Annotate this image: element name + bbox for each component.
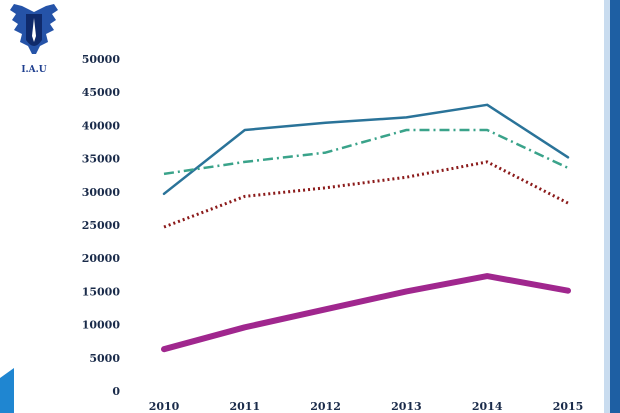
y-tick-label: 45000	[82, 86, 121, 99]
right-stripe	[610, 0, 620, 413]
left-accent	[0, 368, 14, 413]
logo-text: I.A.U	[21, 65, 46, 75]
series-line-thick-purple	[161, 273, 571, 353]
right-stripe-shadow	[604, 0, 610, 413]
y-tick-label: 15000	[82, 285, 121, 298]
y-tick-label: 30000	[82, 186, 121, 199]
x-tick-label: 2010	[149, 400, 180, 413]
series-layer	[161, 103, 571, 353]
y-tick-label: 5000	[89, 352, 120, 365]
y-tick-label: 40000	[82, 119, 121, 132]
x-tick-label: 2013	[391, 400, 422, 413]
y-tick-label: 0	[112, 385, 120, 398]
x-axis-ticks: 2010 2011 2012 2013 2014 2015	[149, 400, 584, 413]
x-tick-label: 2011	[229, 400, 260, 413]
x-tick-label: 2014	[472, 400, 503, 413]
x-tick-label: 2012	[310, 400, 341, 413]
y-tick-label: 20000	[82, 252, 121, 265]
x-tick-label: 2015	[553, 400, 584, 413]
logo-pen	[32, 18, 36, 42]
series-line-dotted-red	[163, 160, 569, 229]
y-axis-ticks: 0 5000 10000 15000 20000 25000 30000 35000 40000…	[82, 53, 121, 398]
y-tick-label: 35000	[82, 153, 121, 166]
y-tick-label: 25000	[82, 219, 121, 232]
series-line-solid-blue	[162, 103, 570, 196]
university-logo: I.A.U	[8, 2, 60, 80]
right-decoration	[604, 0, 620, 413]
y-tick-label: 50000	[82, 53, 121, 66]
y-tick-label: 10000	[82, 319, 121, 332]
series-line-dash-dot-green	[163, 128, 569, 176]
